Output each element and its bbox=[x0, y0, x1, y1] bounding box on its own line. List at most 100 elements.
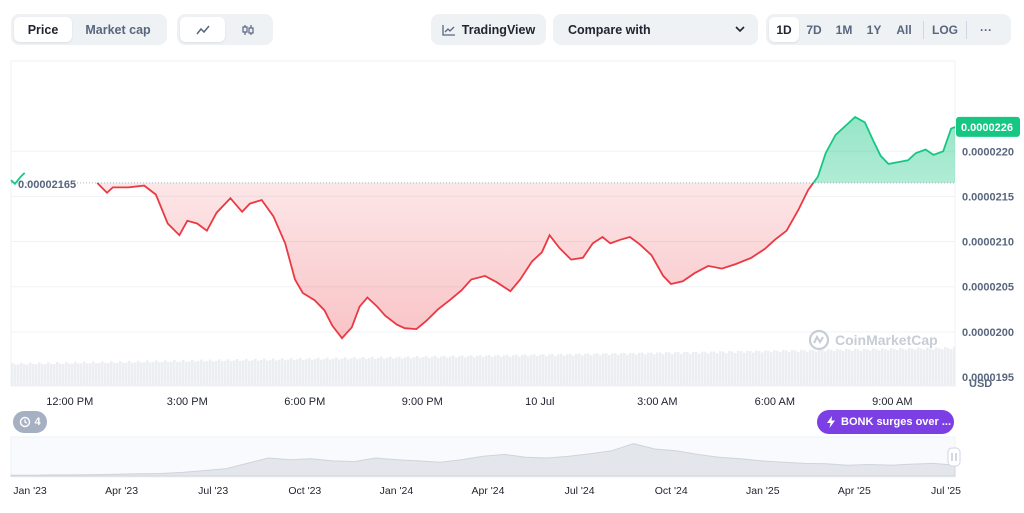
volume-bar bbox=[908, 347, 911, 386]
volume-bar bbox=[866, 349, 869, 386]
volume-bar bbox=[104, 363, 107, 386]
volume-bar bbox=[326, 357, 329, 386]
volume-bar bbox=[845, 348, 848, 386]
volume-bar bbox=[926, 347, 929, 386]
more-options-icon[interactable]: ··· bbox=[980, 22, 992, 37]
volume-bar bbox=[890, 348, 893, 386]
volume-bar bbox=[824, 351, 827, 386]
volume-bar bbox=[695, 351, 698, 386]
volume-bar bbox=[314, 358, 317, 386]
volume-bar bbox=[305, 359, 308, 386]
volume-bar bbox=[431, 356, 434, 386]
volume-bar bbox=[545, 356, 548, 386]
volume-bar bbox=[206, 361, 209, 386]
volume-bar bbox=[212, 361, 215, 386]
volume-bar bbox=[581, 355, 584, 386]
volume-bar bbox=[278, 359, 281, 386]
volume-bar bbox=[602, 353, 605, 386]
chart-style-toggle bbox=[177, 14, 273, 45]
view-toggle: Price Market cap bbox=[11, 14, 167, 45]
volume-bar bbox=[53, 363, 56, 386]
volume-bar bbox=[224, 360, 227, 386]
x-tick-label: 3:00 AM bbox=[637, 396, 677, 408]
price-chart[interactable]: 0.00002165 0.00002200.00002150.00002100.… bbox=[0, 60, 1024, 513]
volume-bar bbox=[425, 356, 428, 386]
volume-bar bbox=[383, 358, 386, 386]
volume-bar bbox=[23, 364, 26, 386]
volume-bar bbox=[878, 350, 881, 386]
volume-bar bbox=[899, 347, 902, 386]
volume-bar bbox=[161, 361, 164, 386]
volume-bar bbox=[575, 353, 578, 386]
navigator-tick-label: Jan '23 bbox=[13, 485, 47, 497]
volume-bar bbox=[389, 356, 392, 386]
tab-market-cap[interactable]: Market cap bbox=[85, 22, 151, 37]
volume-bar bbox=[608, 355, 611, 386]
navigator-x-axis: Jan '23 Apr '23 Jul '23 Oct '23 Jan '24 Apr '… bbox=[13, 485, 961, 497]
volume-bar bbox=[548, 354, 551, 386]
volume-bar bbox=[887, 350, 890, 386]
volume-bar bbox=[458, 356, 461, 386]
volume-bar bbox=[572, 355, 575, 386]
x-tick-label: 10 Jul bbox=[525, 396, 554, 408]
volume-bar bbox=[533, 354, 536, 386]
range-7d[interactable]: 7D bbox=[806, 22, 822, 37]
volume-bar bbox=[827, 349, 830, 386]
volume-bar bbox=[614, 353, 617, 386]
volume-bar bbox=[632, 352, 635, 386]
range-1m[interactable]: 1M bbox=[835, 22, 853, 37]
volume-bar bbox=[170, 361, 173, 386]
volume-bar bbox=[317, 357, 320, 386]
volume-bar bbox=[146, 360, 149, 386]
volume-bar bbox=[503, 355, 506, 386]
volume-bar bbox=[140, 362, 143, 386]
volume-bar bbox=[71, 363, 74, 386]
news-pill[interactable]: BONK surges over ... bbox=[817, 410, 954, 434]
volume-bar bbox=[740, 351, 743, 386]
x-axis: 12:00 PM 3:00 PM 6:00 PM 9:00 PM 10 Jul 3:00 … bbox=[46, 396, 912, 408]
volume-bar bbox=[617, 354, 620, 386]
navigator-tick-label: Oct '23 bbox=[288, 485, 321, 497]
navigator-handle[interactable] bbox=[947, 447, 961, 467]
volume-bar bbox=[35, 364, 38, 386]
volume-bar bbox=[155, 360, 158, 386]
volume-bar bbox=[953, 346, 956, 386]
baseline-label: 0.00002165 bbox=[18, 179, 76, 191]
volume-bar bbox=[569, 353, 572, 386]
tradingview-button[interactable]: TradingView bbox=[431, 14, 546, 45]
compare-dropdown[interactable]: Compare with bbox=[553, 14, 758, 45]
volume-bar bbox=[137, 360, 140, 386]
volume-bar bbox=[362, 356, 365, 386]
volume-bar bbox=[173, 360, 176, 386]
volume-bar bbox=[914, 349, 917, 386]
volume-bar bbox=[920, 348, 923, 386]
price-line-stub bbox=[10, 172, 26, 186]
tab-price[interactable]: Price bbox=[14, 17, 72, 42]
navigator-handle-knob[interactable] bbox=[947, 447, 961, 467]
events-badge[interactable]: 4 bbox=[13, 411, 47, 433]
volume-bar bbox=[563, 355, 566, 386]
volume-bar bbox=[941, 349, 944, 386]
volume-bar bbox=[707, 353, 710, 386]
range-all[interactable]: All bbox=[896, 22, 912, 37]
watermark: CoinMarketCap bbox=[808, 329, 938, 351]
volume-bar bbox=[674, 352, 677, 386]
range-1y[interactable]: 1Y bbox=[866, 22, 882, 37]
volume-bar bbox=[332, 358, 335, 386]
volume-bar bbox=[293, 360, 296, 386]
volume-bar bbox=[263, 358, 266, 386]
volume-bar bbox=[122, 362, 125, 386]
range-1d[interactable]: 1D bbox=[769, 17, 799, 42]
log-scale-button[interactable]: LOG bbox=[932, 22, 958, 37]
line-chart-icon[interactable] bbox=[180, 17, 225, 42]
candlestick-icon[interactable] bbox=[225, 17, 270, 42]
volume-bar bbox=[446, 357, 449, 386]
volume-bar bbox=[605, 353, 608, 386]
price-area-up bbox=[813, 117, 955, 183]
volume-bar bbox=[221, 361, 224, 386]
volume-bar bbox=[947, 348, 950, 386]
volume-bar bbox=[767, 350, 770, 386]
volume-bar bbox=[857, 349, 860, 386]
compare-label: Compare with bbox=[568, 22, 651, 37]
volume-bar bbox=[29, 362, 32, 386]
